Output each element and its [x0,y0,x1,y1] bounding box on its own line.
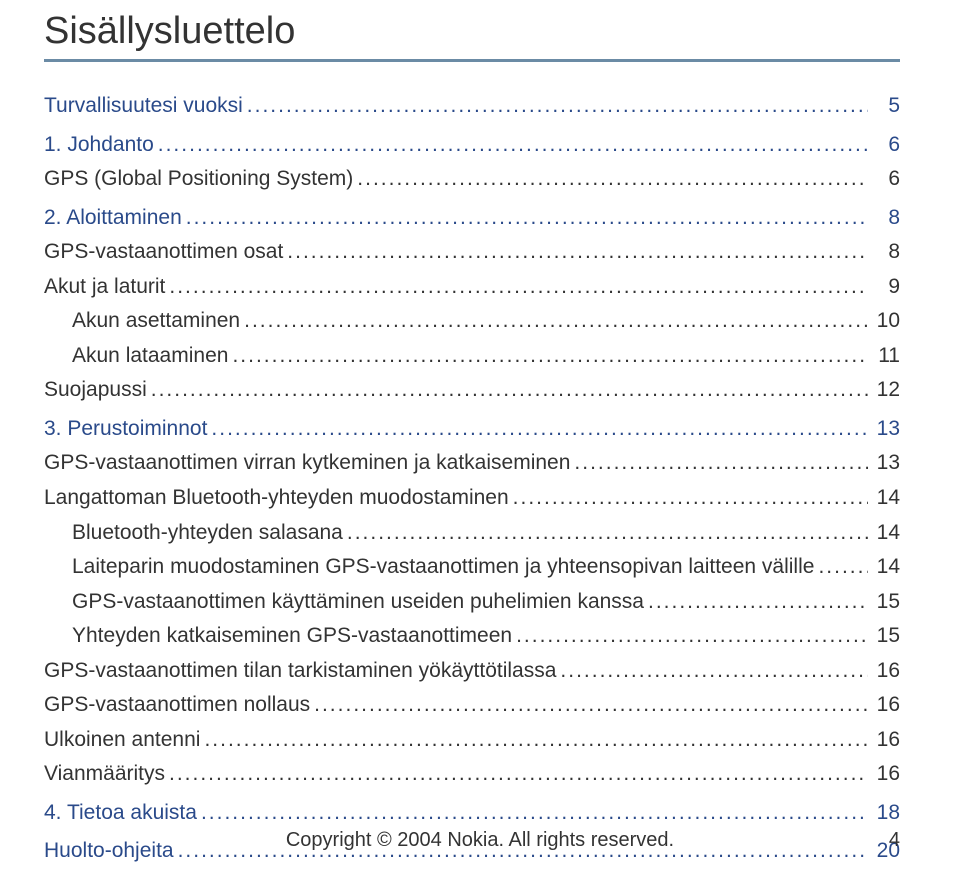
toc-row: GPS-vastaanottimen virran kytkeminen ja … [44,447,900,480]
toc-leader-dots [818,551,868,584]
toc-label: GPS (Global Positioning System) [44,163,353,196]
toc-leader-dots [169,758,868,791]
page-number: 4 [889,829,900,852]
toc-leader-dots [513,482,868,515]
page-title: Sisällysluettelo [44,10,900,53]
toc-leader-dots [244,305,868,338]
page-footer: Copyright © 2004 Nokia. All rights reser… [0,829,960,852]
toc-leader-dots [287,236,868,269]
toc-leader-dots [211,413,868,446]
toc-page-number: 16 [872,689,900,722]
toc-label: GPS-vastaanottimen nollaus [44,689,310,722]
toc-leader-dots [314,689,868,722]
title-underline [44,59,900,62]
toc-leader-dots [186,202,868,235]
toc-leader-dots [169,271,868,304]
toc-label: Turvallisuutesi vuoksi [44,90,243,123]
toc-page-number: 8 [872,202,900,235]
toc-row: Langattoman Bluetooth-yhteyden muodostam… [44,482,900,515]
toc-leader-dots [347,517,868,550]
toc-page-number: 13 [872,447,900,480]
toc-row: 2. Aloittaminen 8 [44,202,900,235]
toc-label: Yhteyden katkaiseminen GPS-vastaanottime… [72,620,512,653]
toc-leader-dots [151,374,868,407]
toc-row: 3. Perustoiminnot 13 [44,413,900,446]
toc-label: Akut ja laturit [44,271,165,304]
toc-leader-dots [247,90,868,123]
toc-row: Suojapussi 12 [44,374,900,407]
toc-leader-dots [516,620,868,653]
toc-row: GPS-vastaanottimen nollaus 16 [44,689,900,722]
toc-row: GPS (Global Positioning System) 6 [44,163,900,196]
toc-page-number: 14 [872,517,900,550]
copyright-text: Copyright © 2004 Nokia. All rights reser… [286,829,674,851]
toc-label: Bluetooth-yhteyden salasana [72,517,343,550]
toc-leader-dots [560,655,868,688]
toc-page-number: 14 [872,551,900,584]
toc-row: Bluetooth-yhteyden salasana 14 [44,517,900,550]
toc-label: 1. Johdanto [44,129,154,162]
document-page: Sisällysluettelo Turvallisuutesi vuoksi 5… [0,0,960,868]
toc-row: Yhteyden katkaiseminen GPS-vastaanottime… [44,620,900,653]
toc-leader-dots [204,724,868,757]
toc-leader-dots [158,129,868,162]
toc-row: GPS-vastaanottimen tilan tarkistaminen y… [44,655,900,688]
toc-page-number: 10 [872,305,900,338]
toc-page-number: 18 [872,797,900,830]
toc-label: Laiteparin muodostaminen GPS-vastaanotti… [72,551,814,584]
table-of-contents: Turvallisuutesi vuoksi51. Johdanto6GPS (… [44,90,900,868]
toc-row: 1. Johdanto 6 [44,129,900,162]
toc-label: Akun lataaminen [72,340,228,373]
toc-row: Laiteparin muodostaminen GPS-vastaanotti… [44,551,900,584]
toc-page-number: 5 [872,90,900,123]
toc-page-number: 6 [872,129,900,162]
toc-label: Ulkoinen antenni [44,724,200,757]
toc-label: GPS-vastaanottimen tilan tarkistaminen y… [44,655,556,688]
toc-page-number: 9 [872,271,900,304]
toc-page-number: 15 [872,620,900,653]
toc-label: GPS-vastaanottimen virran kytkeminen ja … [44,447,570,480]
toc-page-number: 16 [872,724,900,757]
toc-row: GPS-vastaanottimen osat 8 [44,236,900,269]
toc-page-number: 12 [872,374,900,407]
toc-row: Ulkoinen antenni 16 [44,724,900,757]
toc-page-number: 13 [872,413,900,446]
toc-row: 4. Tietoa akuista 18 [44,797,900,830]
toc-label: Langattoman Bluetooth-yhteyden muodostam… [44,482,509,515]
toc-row: Akun lataaminen 11 [44,340,900,373]
toc-leader-dots [357,163,868,196]
toc-label: Akun asettaminen [72,305,240,338]
toc-leader-dots [201,797,868,830]
toc-page-number: 16 [872,655,900,688]
toc-page-number: 16 [872,758,900,791]
toc-label: 3. Perustoiminnot [44,413,207,446]
toc-page-number: 15 [872,586,900,619]
toc-page-number: 6 [872,163,900,196]
toc-page-number: 14 [872,482,900,515]
toc-page-number: 8 [872,236,900,269]
toc-page-number: 11 [872,340,900,373]
toc-label: 4. Tietoa akuista [44,797,197,830]
toc-row: GPS-vastaanottimen käyttäminen useiden p… [44,586,900,619]
toc-row: Akun asettaminen 10 [44,305,900,338]
toc-label: Suojapussi [44,374,147,407]
toc-leader-dots [232,340,868,373]
toc-row: Akut ja laturit 9 [44,271,900,304]
toc-label: GPS-vastaanottimen käyttäminen useiden p… [72,586,644,619]
toc-row: Vianmääritys 16 [44,758,900,791]
toc-row: Turvallisuutesi vuoksi 5 [44,90,900,123]
toc-label: GPS-vastaanottimen osat [44,236,283,269]
toc-label: Vianmääritys [44,758,165,791]
toc-leader-dots [574,447,868,480]
toc-label: 2. Aloittaminen [44,202,182,235]
toc-leader-dots [648,586,868,619]
